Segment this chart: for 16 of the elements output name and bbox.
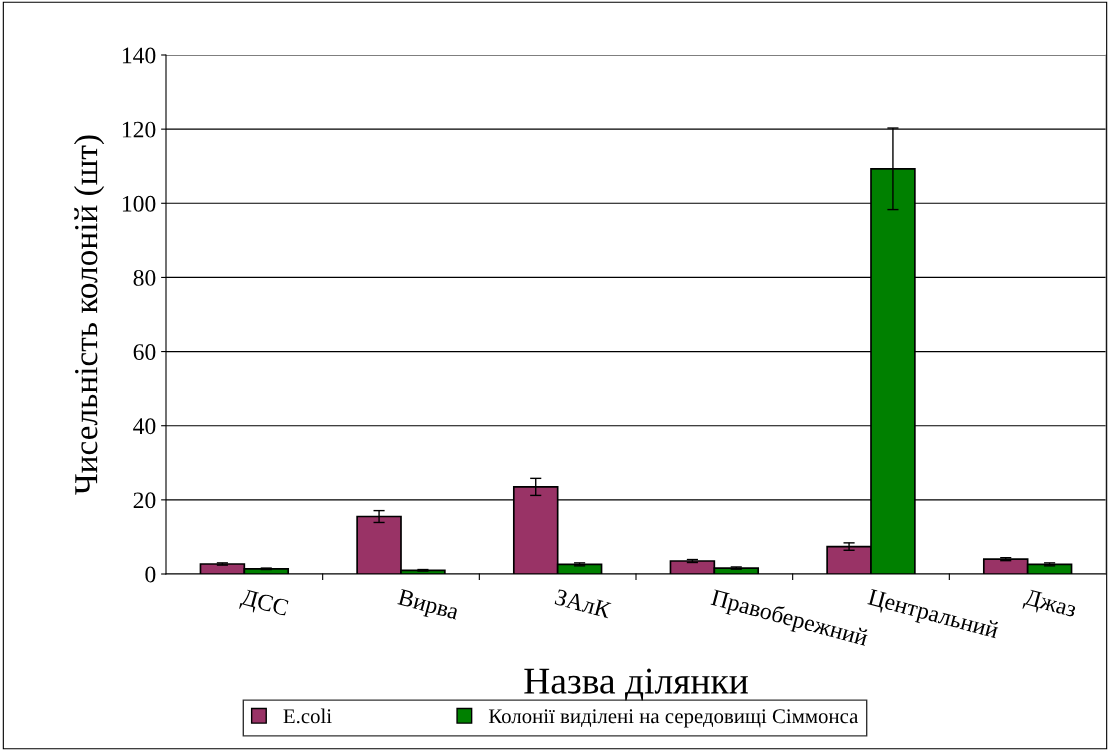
x-tick-label: Вирва	[396, 588, 460, 625]
y-tick-label: 120	[122, 121, 156, 138]
legend-label: Колонії виділені на середовищі Сіммонса	[488, 709, 859, 728]
x-tick-label: Джаз	[1022, 588, 1078, 622]
y-tick-label: 100	[122, 195, 156, 212]
legend-label: E.coli	[283, 708, 332, 724]
y-tick-label: 40	[133, 418, 156, 435]
y-axis-title: Чисельність колоній (шт)	[73, 135, 105, 495]
y-tick-label: 80	[133, 269, 156, 286]
x-tick-label: ЗАлК	[554, 588, 613, 619]
y-tick-label: 140	[122, 47, 156, 64]
x-tick-label: ДСС	[238, 588, 289, 621]
y-tick-label: 60	[133, 344, 156, 360]
x-axis-title: Назва ділянки	[524, 668, 748, 701]
y-tick-label: 20	[133, 492, 156, 509]
y-tick-label: 0	[145, 566, 156, 583]
